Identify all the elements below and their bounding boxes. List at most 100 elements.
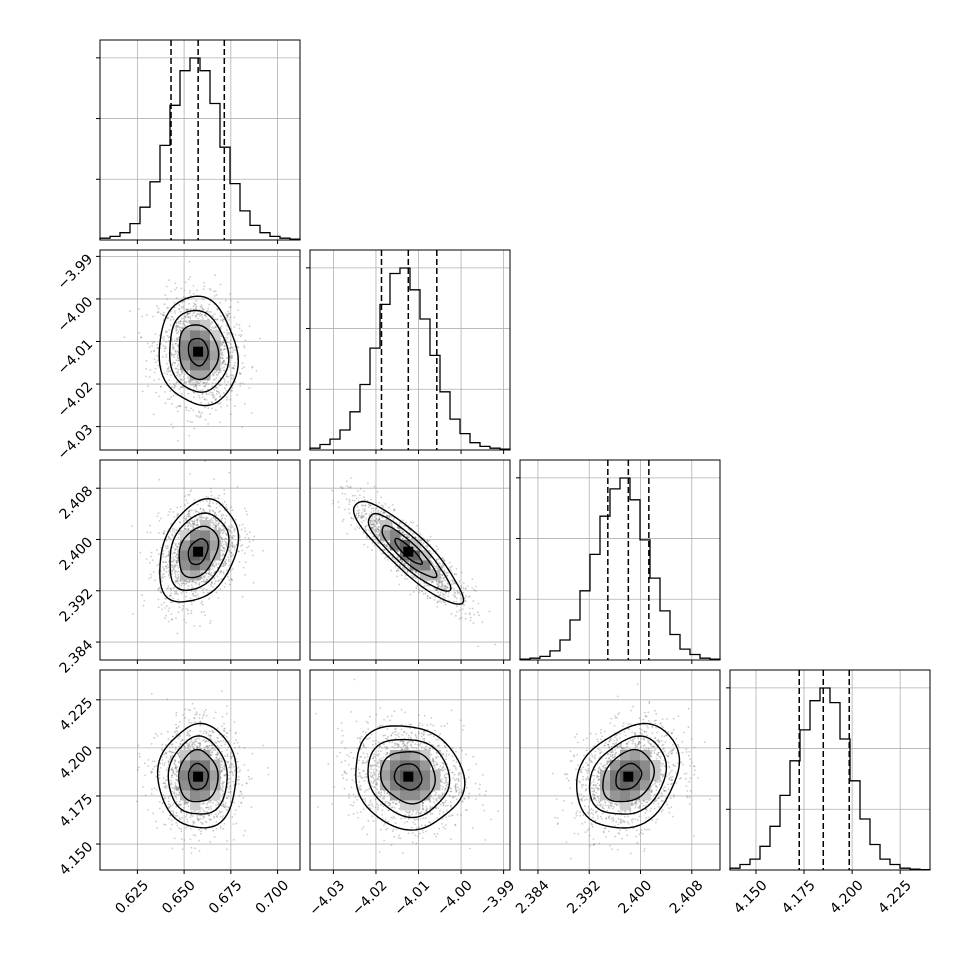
contour-3-2-2 — [588, 735, 668, 815]
panel-frame-2-0 — [99, 459, 301, 661]
density-cell — [650, 760, 661, 771]
density-cell — [180, 530, 191, 541]
density-cell — [400, 540, 411, 551]
density-cell — [650, 770, 661, 781]
density-cell — [180, 360, 191, 371]
density-layer — [180, 320, 661, 811]
density-cell — [640, 770, 651, 781]
density-cell — [180, 780, 191, 791]
panel-frame-1-0 — [99, 249, 301, 451]
histogram-layer — [99, 40, 931, 871]
contour-1-0-3 — [158, 295, 240, 407]
density-peak — [193, 346, 204, 357]
x-tick-label: 2.408 — [667, 877, 707, 917]
density-cell — [180, 550, 191, 561]
density-cell — [610, 790, 621, 801]
density-cell — [610, 770, 621, 781]
contour-2-1-2 — [367, 512, 452, 592]
contour-2-0-1 — [178, 525, 220, 579]
density-cell — [200, 760, 211, 771]
density-cell — [400, 760, 411, 771]
contour-3-2-1 — [602, 748, 656, 803]
x-tick-label: −4.03 — [306, 877, 348, 919]
density-cell — [420, 790, 431, 801]
density-cell — [390, 540, 401, 551]
density-cell — [430, 780, 441, 791]
y-tick-label: −4.03 — [55, 422, 97, 464]
contour-3-0-3 — [156, 722, 238, 829]
y-tick-label: −4.02 — [55, 379, 97, 421]
density-cell — [200, 790, 211, 801]
panel-frame-3-2 — [519, 669, 721, 871]
x-tick-label: −4.02 — [349, 877, 391, 919]
contour-3-0-2 — [167, 735, 228, 815]
density-cell — [410, 770, 421, 781]
density-cell — [210, 330, 221, 341]
density-cell — [180, 330, 191, 341]
density-cell — [410, 550, 421, 561]
panel-frame-3-1 — [309, 669, 511, 871]
density-cell — [640, 780, 651, 791]
density-peak — [403, 771, 414, 782]
density-cell — [200, 530, 211, 541]
x-tick-label: 0.700 — [253, 877, 293, 917]
density-cell — [390, 530, 401, 541]
density-cell — [400, 750, 411, 761]
density-cell — [620, 750, 631, 761]
contour-3-0-0 — [187, 762, 210, 791]
contour-3-1-1 — [379, 750, 436, 805]
density-cell — [190, 780, 201, 791]
density-cell — [410, 560, 421, 571]
density-cell — [640, 760, 651, 771]
y-tick-label: 4.175 — [57, 791, 97, 831]
density-cell — [200, 370, 211, 381]
density-cell — [390, 790, 401, 801]
y-tick-label: −3.99 — [55, 251, 97, 293]
density-cell — [420, 770, 431, 781]
density-cell — [600, 770, 611, 781]
x-tick-label: −3.99 — [477, 877, 519, 919]
density-cell — [190, 560, 201, 571]
density-cell — [630, 770, 641, 781]
density-cell — [200, 350, 211, 361]
density-cell — [630, 750, 641, 761]
density-cell — [380, 780, 391, 791]
density-cell — [420, 550, 431, 561]
frame-layer — [96, 39, 931, 874]
density-cell — [210, 780, 221, 791]
contour-2-1-0 — [394, 537, 423, 565]
panel-frame-2-2 — [519, 459, 721, 661]
y-tick-label: −4.01 — [55, 336, 97, 378]
histogram-3 — [729, 687, 931, 871]
density-cell — [610, 760, 621, 771]
density-cell — [210, 540, 221, 551]
density-cell — [190, 570, 201, 581]
x-tick-label: 0.650 — [159, 877, 199, 917]
contour-3-1-2 — [367, 738, 451, 819]
density-cell — [200, 360, 211, 371]
density-cell — [610, 780, 621, 791]
density-cell — [200, 340, 211, 351]
histogram-1 — [309, 267, 511, 450]
density-cell — [190, 750, 201, 761]
density-cell — [420, 560, 431, 571]
density-cell — [210, 790, 221, 801]
contour-1-0-1 — [178, 324, 220, 381]
density-cell — [430, 570, 441, 581]
density-cell — [180, 340, 191, 351]
density-cell — [190, 370, 201, 381]
x-tick-label: 4.225 — [875, 877, 915, 917]
density-cell — [210, 770, 221, 781]
density-cell — [180, 790, 191, 801]
contour-layer — [156, 295, 681, 831]
density-cell — [180, 770, 191, 781]
density-cell — [390, 750, 401, 761]
density-cell — [410, 780, 421, 791]
density-cell — [380, 760, 391, 771]
density-cell — [200, 330, 211, 341]
contour-2-0-0 — [187, 538, 209, 566]
histogram-2 — [519, 477, 721, 660]
grid-layer — [100, 40, 930, 870]
contour-3-2-0 — [615, 762, 643, 791]
